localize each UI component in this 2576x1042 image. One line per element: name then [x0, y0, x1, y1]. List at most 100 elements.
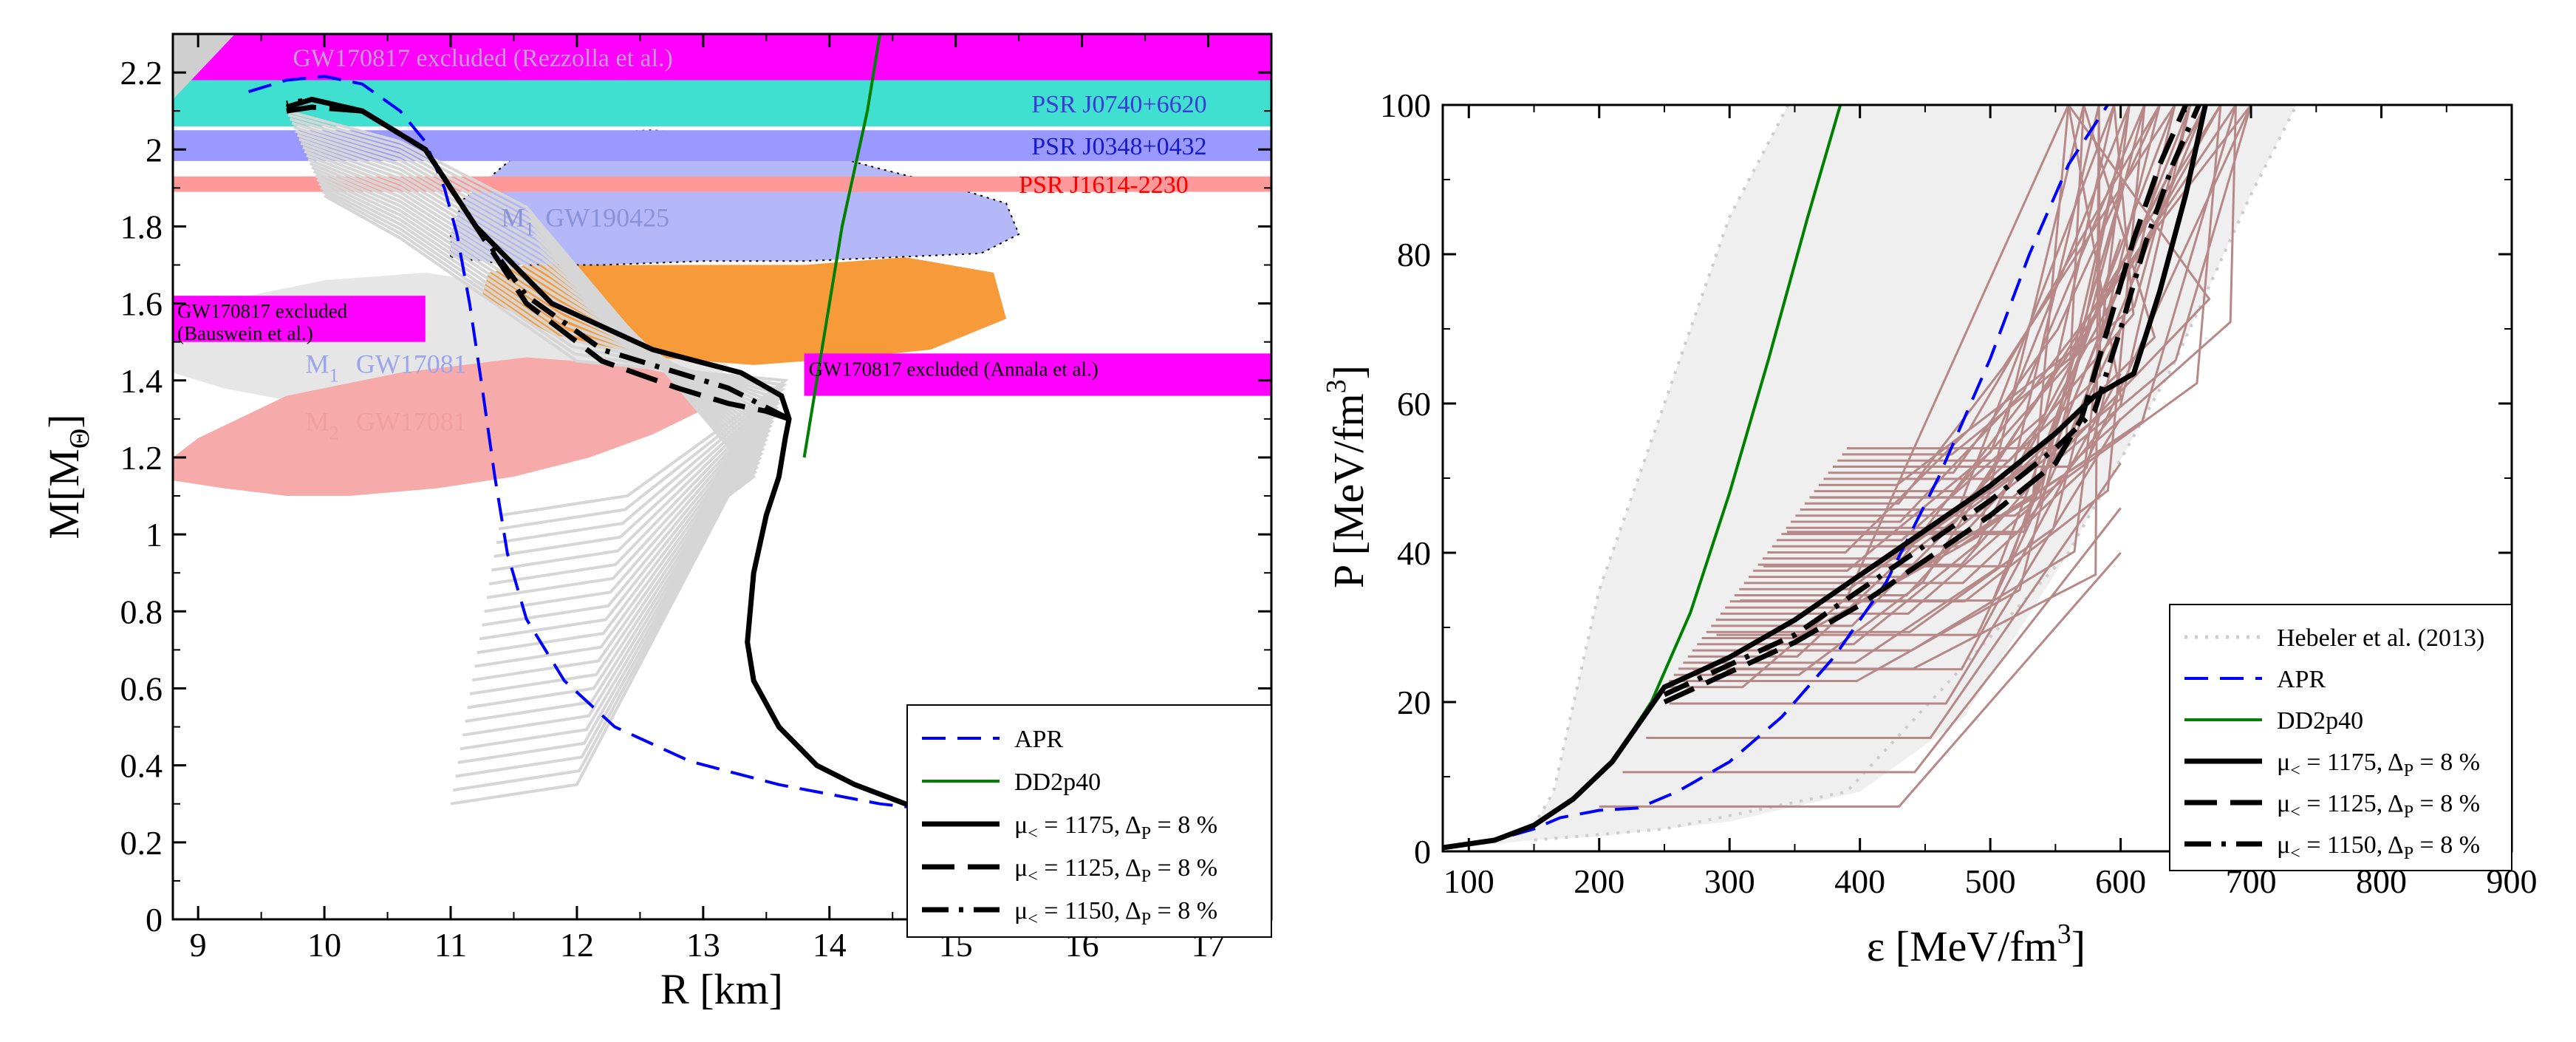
y-tick-label: 20: [1397, 684, 1431, 721]
x-tick-label: 11: [434, 926, 467, 964]
y-tick-label: 0.6: [120, 670, 163, 707]
y-tick-label: 60: [1397, 385, 1431, 423]
x-tick-label: 12: [560, 926, 594, 964]
x-tick-label: 200: [1574, 862, 1624, 900]
band-0: [173, 34, 1271, 88]
y-tick-label: 40: [1397, 534, 1431, 572]
y-tick-label: 0: [146, 901, 163, 939]
hybrid-curve: [320, 186, 786, 545]
series-line-0: [248, 75, 982, 817]
y-tick-label: 1.2: [120, 439, 163, 477]
hybrid-curve: [312, 170, 779, 599]
legend-label: APR: [1014, 726, 1063, 753]
hybrid-eos-curve: [1837, 105, 2135, 462]
hybrid-curve: [298, 137, 767, 709]
hybrid-eos-curve: [1791, 105, 2146, 523]
hybrid-eos-curve: [1842, 105, 2192, 456]
left-plot-frame: [171, 33, 1273, 921]
gw170817-m2-region: [173, 357, 716, 496]
y-tick-label: 80: [1397, 236, 1431, 273]
hybrid-eos-curve: [1599, 552, 2122, 808]
hybrid-curve: [321, 190, 788, 531]
hybrid-eos-curve: [1749, 105, 2252, 579]
hybrid-curve: [307, 157, 775, 641]
x-tick-label: 10: [307, 926, 341, 964]
y-tick-label: 0: [1414, 833, 1431, 871]
hybrid-curve: [316, 178, 783, 572]
hybrid-curve: [304, 149, 772, 668]
gw190425-m1-region: [450, 129, 1020, 266]
region-label-3: GW17081: [356, 406, 467, 436]
legend-label: Hebeler et al. (2013): [2277, 624, 2484, 652]
left-legend: APR DD2p40 μ< = 1175, ΔP = 8 % μ< = 1125, Δ…: [906, 704, 1272, 938]
legend-label: μ< = 1150, ΔP = 8 %: [1014, 897, 1217, 929]
series-line-1: [802, 34, 882, 458]
hybrid-curve: [309, 162, 776, 627]
hybrid-curve: [296, 134, 765, 723]
x-tick-label: 400: [1834, 862, 1885, 900]
legend-label: μ< = 1175, ΔP = 8 %: [1014, 811, 1217, 843]
series-line-4: [286, 96, 790, 422]
left-y-axis-label: M[MΘ]: [40, 414, 95, 539]
eos-series-line-3: [1443, 105, 2208, 851]
legend-label: μ< = 1150, ΔP = 8 %: [2277, 831, 2480, 863]
hybrid-curve: [295, 129, 764, 737]
legend-box: [906, 704, 1272, 938]
hybrid-eos-curve: [1786, 194, 2122, 534]
y-tick-label: 1: [146, 516, 163, 554]
right-y-axis-label: P [MeV/fm3]: [1321, 365, 1373, 588]
x-tick-label: 13: [686, 926, 720, 964]
legend-label: μ< = 1175, ΔP = 8 %: [2277, 749, 2480, 780]
x-tick-label: 100: [1444, 862, 1494, 900]
series-line-3: [286, 104, 790, 422]
band-label-2: PSR J0348+0432: [1031, 133, 1206, 160]
hybrid-curve: [293, 126, 762, 751]
y-tick-label: 1.4: [120, 362, 163, 400]
legend-label: DD2p40: [2277, 707, 2363, 735]
y-tick-label: 1.6: [120, 285, 163, 323]
band-label-3: PSR J1614-2230: [1019, 171, 1189, 199]
eos-series-line-5: [1663, 105, 2201, 698]
hybrid-curve: [305, 154, 773, 655]
x-tick-label: 9: [190, 926, 207, 964]
legend-box: [2169, 604, 2512, 871]
hybrid-eos-curve: [1810, 149, 2122, 499]
hybrid-eos-curve: [1795, 105, 2222, 517]
y-tick-label: 2: [146, 131, 163, 168]
y-tick-label: 2.2: [120, 54, 163, 92]
hybrid-curve: [290, 118, 759, 778]
hebeler-band: [1443, 105, 2297, 849]
hybrid-eos-curve: [1786, 105, 2122, 529]
hybrid-eos-curve: [1833, 105, 2237, 468]
hybrid-eos-curve: [1847, 105, 2211, 450]
left-x-axis-label: R [km]: [660, 965, 783, 1013]
hybrid-eos-curve: [1828, 105, 2161, 474]
hybrid-curve: [300, 141, 768, 695]
x-tick-label: 300: [1704, 862, 1755, 900]
hybrid-eos-curve: [1692, 372, 2122, 671]
right-x-axis-label: ε [MeV/fm3]: [1867, 919, 2085, 970]
hybrid-curve: [302, 146, 770, 682]
hybrid-eos-curve: [1670, 418, 2122, 705]
hybrid-eos-curve: [1622, 507, 2122, 774]
band-1: [173, 80, 1271, 127]
band-label-0: GW170817 excluded (Rezzolla et al.): [293, 44, 673, 72]
y-tick-label: 0.8: [120, 593, 163, 630]
hybrid-curve: [287, 113, 758, 792]
hybrid-curve: [324, 194, 790, 517]
excluded-corner: [173, 34, 236, 100]
y-tick-label: 0.4: [120, 747, 163, 785]
x-tick-label: 14: [813, 926, 847, 964]
excluded-box-1: [804, 353, 1271, 396]
hybrid-eos-curve: [1772, 105, 2237, 548]
region-label-5: GW190425: [545, 202, 669, 232]
hybrid-eos-curve: [1753, 105, 2131, 572]
hybrid-eos-curve: [1819, 105, 2207, 486]
legend-label: μ< = 1125, ΔP = 8 %: [1014, 854, 1217, 886]
x-tick-label: 600: [2095, 862, 2146, 900]
hybrid-curve: [291, 121, 761, 764]
hebeler-lower-bound: [1534, 105, 2298, 842]
excluded-box-0: [173, 296, 426, 342]
pressure-energy-chart: 100 200 300 400 500 600 700 800 900020406080100 …: [1321, 86, 2538, 970]
